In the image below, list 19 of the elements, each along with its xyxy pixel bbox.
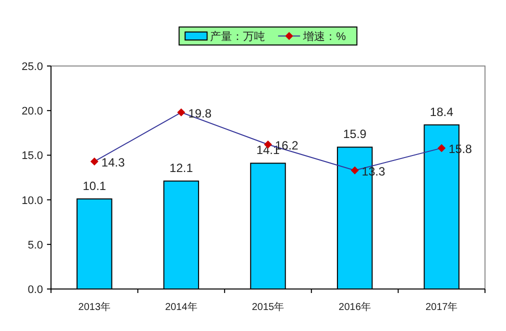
- y-tick-label: 15.0: [22, 150, 43, 162]
- x-tick-label: 2014年: [165, 301, 198, 313]
- y-tick-label: 25.0: [22, 61, 43, 73]
- data-label: 14.3: [101, 155, 126, 170]
- data-label: 12.1: [170, 161, 194, 176]
- data-label: 10.1: [82, 178, 106, 193]
- x-tick-label: 2013年: [78, 301, 111, 313]
- data-label: 19.8: [188, 106, 212, 120]
- y-tick-label: 20.0: [22, 106, 43, 118]
- data-label: 15.9: [343, 127, 367, 142]
- x-tick-label: 2015年: [252, 301, 284, 313]
- legend-label: 产量：万吨: [210, 30, 266, 43]
- x-tick-label: 2017年: [425, 301, 458, 313]
- y-tick-label: 5.0: [28, 239, 43, 252]
- data-label: 18.4: [430, 104, 454, 119]
- legend-label: 增速：%: [302, 30, 346, 43]
- x-tick-label: 2016年: [338, 301, 371, 313]
- y-tick-label: 0.0: [28, 284, 43, 296]
- y-tick-label: 10.0: [22, 194, 43, 207]
